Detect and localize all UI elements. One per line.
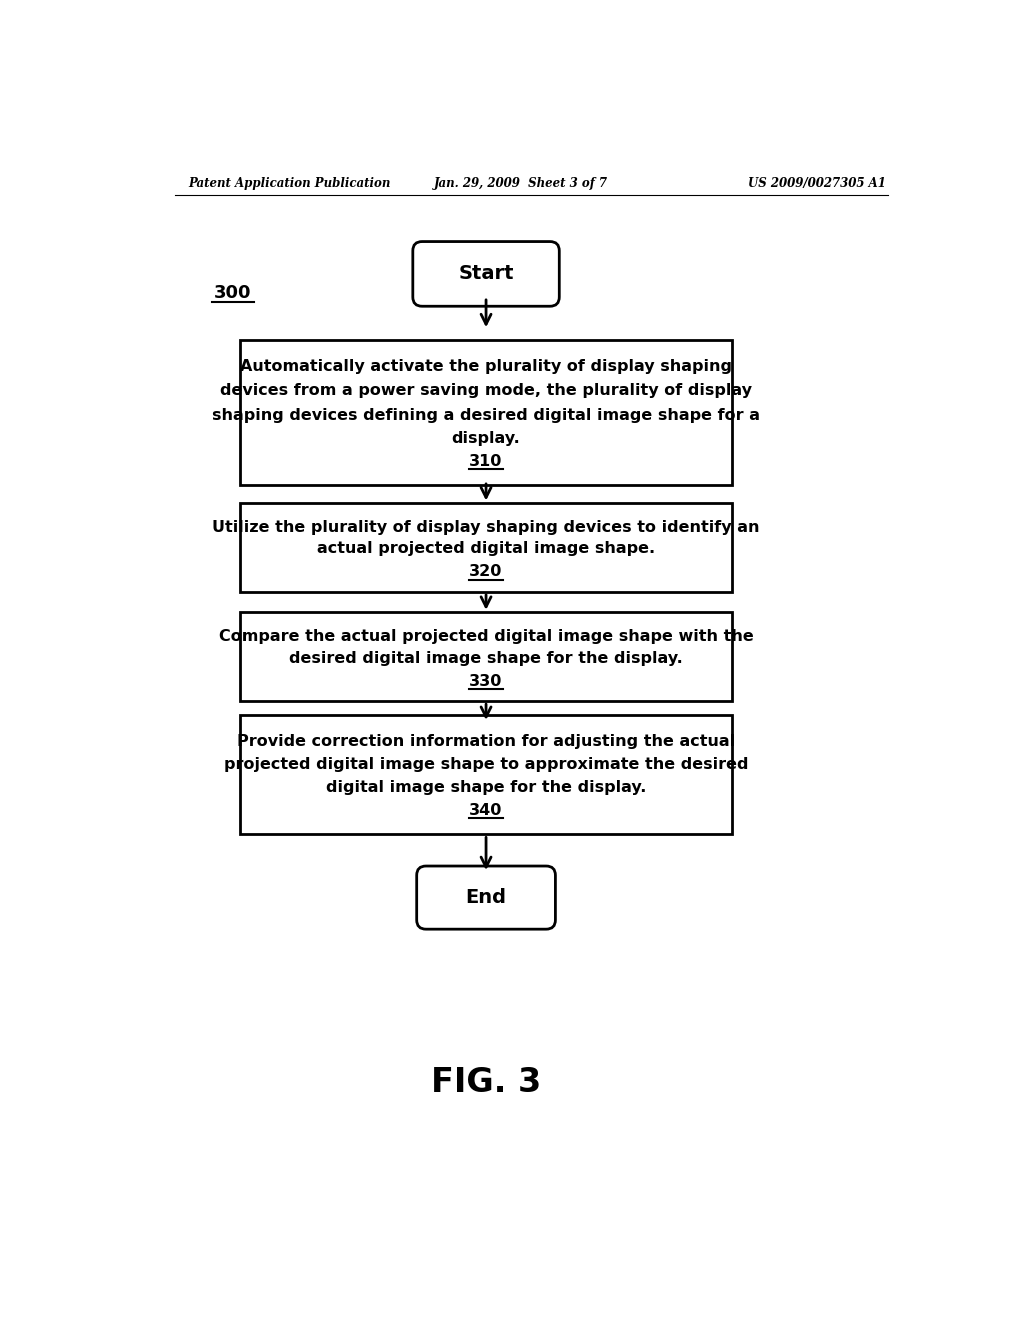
Text: devices from a power saving mode, the plurality of display: devices from a power saving mode, the pl…	[220, 383, 752, 399]
Text: Compare the actual projected digital image shape with the: Compare the actual projected digital ima…	[219, 630, 754, 644]
Text: actual projected digital image shape.: actual projected digital image shape.	[317, 541, 655, 556]
Text: Automatically activate the plurality of display shaping: Automatically activate the plurality of …	[240, 359, 732, 374]
FancyBboxPatch shape	[240, 503, 732, 591]
Text: Jan. 29, 2009  Sheet 3 of 7: Jan. 29, 2009 Sheet 3 of 7	[434, 177, 608, 190]
Text: 320: 320	[469, 565, 503, 579]
Text: 300: 300	[214, 284, 251, 302]
FancyBboxPatch shape	[240, 714, 732, 834]
Text: desired digital image shape for the display.: desired digital image shape for the disp…	[289, 651, 683, 665]
Text: Utilize the plurality of display shaping devices to identify an: Utilize the plurality of display shaping…	[212, 520, 760, 535]
FancyBboxPatch shape	[240, 612, 732, 701]
Text: shaping devices defining a desired digital image shape for a: shaping devices defining a desired digit…	[212, 408, 760, 424]
Text: US 2009/0027305 A1: US 2009/0027305 A1	[748, 177, 886, 190]
FancyBboxPatch shape	[413, 242, 559, 306]
Text: 330: 330	[469, 673, 503, 689]
Text: display.: display.	[452, 432, 520, 446]
FancyBboxPatch shape	[417, 866, 555, 929]
Text: projected digital image shape to approximate the desired: projected digital image shape to approxi…	[224, 756, 749, 772]
Text: FIG. 3: FIG. 3	[431, 1067, 541, 1098]
Text: 310: 310	[469, 454, 503, 469]
Text: Provide correction information for adjusting the actual: Provide correction information for adjus…	[237, 734, 735, 748]
Text: 340: 340	[469, 803, 503, 818]
Text: digital image shape for the display.: digital image shape for the display.	[326, 780, 646, 795]
Text: End: End	[466, 888, 507, 907]
Text: Start: Start	[459, 264, 514, 284]
Text: Patent Application Publication: Patent Application Publication	[188, 177, 391, 190]
FancyBboxPatch shape	[240, 341, 732, 484]
